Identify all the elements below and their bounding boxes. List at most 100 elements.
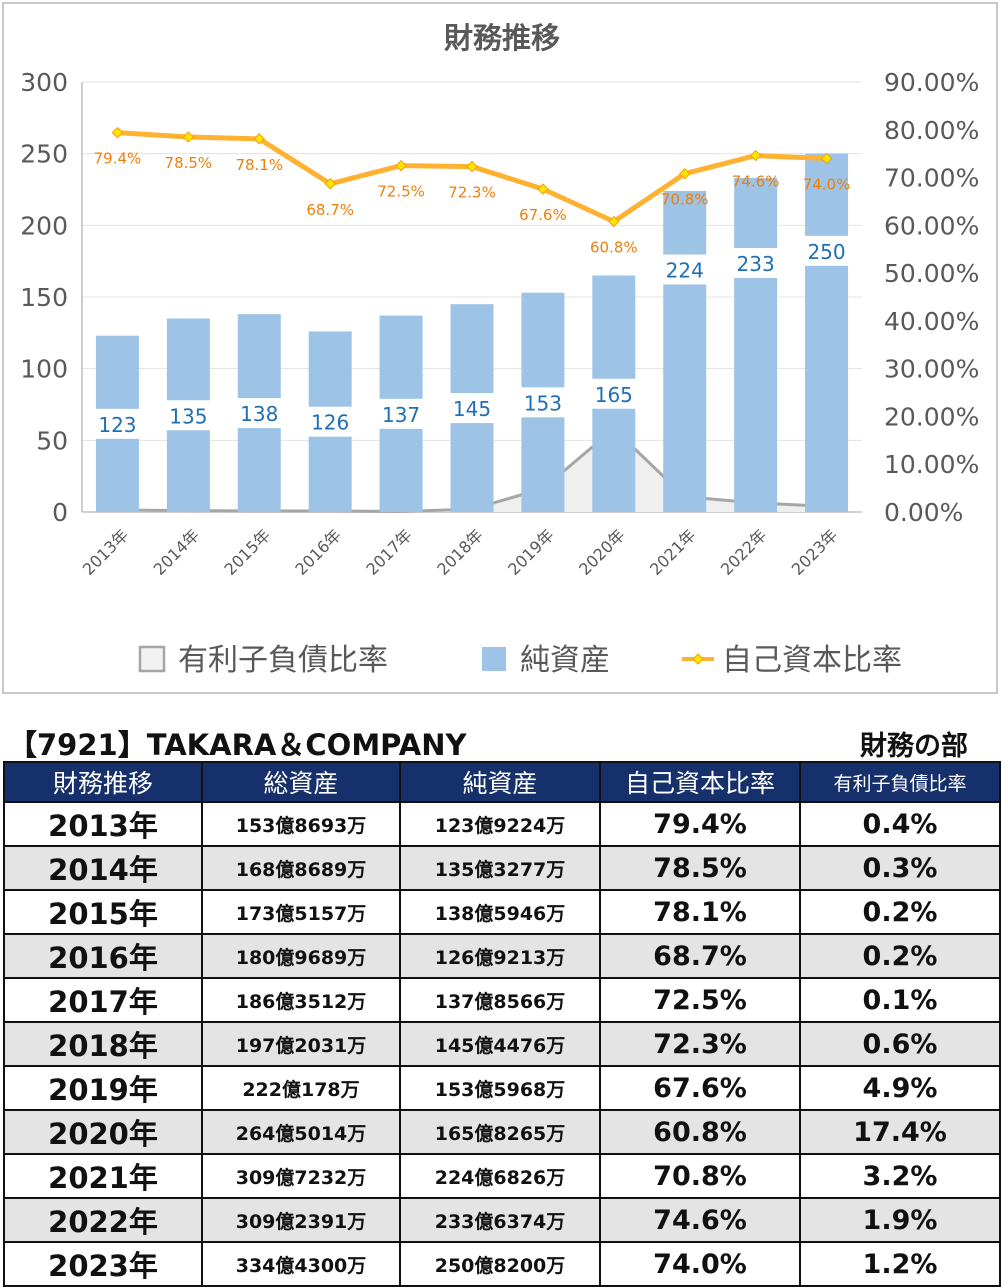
y-right-tick-label: 10.00% bbox=[884, 450, 979, 479]
net-assets-bar bbox=[734, 178, 778, 513]
bar-value-label: 135 bbox=[169, 404, 207, 428]
cell-net-assets: 165億8265万 bbox=[399, 1109, 601, 1155]
equity-ratio-point bbox=[466, 160, 478, 173]
cell-equity-ratio: 74.0% bbox=[599, 1241, 801, 1287]
bar-value-label: 145 bbox=[453, 397, 491, 421]
cell-net-assets: 145億4476万 bbox=[399, 1021, 601, 1067]
cell-year: 2021年 bbox=[3, 1153, 203, 1199]
bar-label-background bbox=[804, 235, 849, 266]
cell-total-assets: 264億5014万 bbox=[201, 1109, 401, 1155]
cell-equity-ratio: 72.3% bbox=[599, 1021, 801, 1067]
equity-ratio-line bbox=[117, 130, 827, 225]
cell-debt-ratio: 0.3% bbox=[799, 845, 1001, 891]
cell-total-assets: 197億2031万 bbox=[201, 1021, 401, 1067]
legend-label-net-assets: 純資産 bbox=[520, 643, 610, 678]
table-row: 2020年 264億5014万 165億8265万 60.8% 17.4% bbox=[3, 1109, 1001, 1155]
combo-chart: 財務推移 0 50 100 150 200 250 300 0.00% 10.00% 20.00% 3… bbox=[20, 21, 979, 678]
table-row: 2021年 309億7232万 224億6826万 70.8% 3.2% bbox=[3, 1153, 1001, 1199]
cell-debt-ratio: 0.4% bbox=[799, 801, 1001, 847]
bar-value-label: 233 bbox=[737, 252, 775, 276]
cell-equity-ratio: 70.8% bbox=[599, 1153, 801, 1199]
equity-ratio-point bbox=[324, 178, 336, 190]
x-tick-label: 2019年 bbox=[504, 525, 558, 579]
cell-year: 2023年 bbox=[3, 1241, 203, 1287]
bar-label-background bbox=[166, 400, 211, 431]
bar-label-background bbox=[95, 408, 140, 439]
cell-equity-ratio: 79.4% bbox=[599, 801, 801, 847]
legend-label-equity-ratio: 自己資本比率 bbox=[722, 643, 902, 678]
table-row: 2017年 186億3512万 137億8566万 72.5% 0.1% bbox=[3, 977, 1001, 1023]
cell-equity-ratio: 60.8% bbox=[599, 1109, 801, 1155]
equity-ratio-point bbox=[395, 159, 407, 172]
cell-equity-ratio: 72.5% bbox=[599, 977, 801, 1023]
equity-ratio-point bbox=[608, 215, 620, 228]
cell-total-assets: 180億9689万 bbox=[201, 933, 401, 979]
table-row: 2016年 180億9689万 126億9213万 68.7% 0.2% bbox=[3, 933, 1001, 979]
net-assets-bar bbox=[805, 153, 849, 512]
line-value-label: 72.3% bbox=[448, 184, 496, 202]
legend-label-debt-ratio: 有利子負債比率 bbox=[178, 643, 388, 678]
section-label: 財務の部 bbox=[860, 731, 968, 762]
cell-net-assets: 233億6374万 bbox=[399, 1197, 601, 1243]
bar-label-background bbox=[520, 387, 565, 418]
cell-net-assets: 137億8566万 bbox=[399, 977, 601, 1023]
header-period: 財務推移 bbox=[3, 761, 203, 803]
equity-ratio-point bbox=[111, 126, 124, 139]
table-row: 2023年 334億4300万 250億8200万 74.0% 1.2% bbox=[3, 1241, 1001, 1287]
cell-year: 2018年 bbox=[3, 1021, 203, 1067]
y-right-tick-label: 80.00% bbox=[884, 116, 979, 145]
bar-value-label: 138 bbox=[240, 402, 278, 426]
cell-net-assets: 123億9224万 bbox=[399, 801, 601, 847]
x-tick-label: 2023年 bbox=[788, 525, 842, 579]
net-assets-bar bbox=[663, 190, 707, 512]
header-net-assets: 純資産 bbox=[399, 761, 601, 803]
x-tick-label: 2020年 bbox=[575, 525, 629, 579]
cell-equity-ratio: 78.1% bbox=[599, 889, 801, 935]
cell-total-assets: 334億4300万 bbox=[201, 1241, 401, 1287]
cell-equity-ratio: 78.5% bbox=[599, 845, 801, 891]
header-equity-ratio: 自己資本比率 bbox=[599, 761, 801, 803]
cell-total-assets: 173億5157万 bbox=[201, 889, 401, 935]
legend-swatch-debt-ratio bbox=[138, 645, 166, 673]
cell-debt-ratio: 0.6% bbox=[799, 1021, 1001, 1067]
line-value-label: 67.6% bbox=[519, 206, 567, 224]
bar-label-background bbox=[379, 398, 424, 429]
bar-label-background bbox=[733, 248, 778, 279]
chart-panel: 財務推移 0 50 100 150 200 250 300 0.00% 10.00% 20.00% 3… bbox=[2, 2, 998, 694]
x-tick-label: 2018年 bbox=[433, 525, 487, 579]
x-tick-label: 2021年 bbox=[646, 525, 700, 579]
y-right-tick-label: 30.00% bbox=[884, 355, 979, 384]
y-left-tick-label: 0 bbox=[52, 498, 68, 527]
bar-value-label: 224 bbox=[666, 258, 704, 282]
equity-ratio-point bbox=[820, 152, 833, 165]
header-debt-ratio: 有利子負債比率 bbox=[799, 761, 1001, 803]
y-left-tick-label: 300 bbox=[20, 68, 68, 97]
x-tick-label: 2016年 bbox=[291, 525, 345, 579]
equity-ratio-point bbox=[182, 131, 195, 143]
cell-equity-ratio: 74.6% bbox=[599, 1197, 801, 1243]
line-value-label: 68.7% bbox=[306, 201, 354, 219]
cell-net-assets: 153億5968万 bbox=[399, 1065, 601, 1111]
cell-year: 2016年 bbox=[3, 933, 203, 979]
cell-debt-ratio: 3.2% bbox=[799, 1153, 1001, 1199]
line-value-label: 72.5% bbox=[377, 183, 425, 201]
x-tick-label: 2015年 bbox=[221, 525, 275, 579]
y-left-tick-label: 50 bbox=[36, 426, 68, 455]
line-value-label: 74.0% bbox=[803, 175, 851, 193]
line-value-label: 78.5% bbox=[165, 154, 213, 172]
cell-debt-ratio: 17.4% bbox=[799, 1109, 1001, 1155]
cell-total-assets: 222億178万 bbox=[201, 1065, 401, 1111]
cell-equity-ratio: 67.6% bbox=[599, 1065, 801, 1111]
equity-ratio-point bbox=[749, 149, 762, 162]
line-value-label: 78.1% bbox=[235, 156, 283, 174]
line-value-label: 74.6% bbox=[732, 173, 780, 191]
y-left-tick-label: 100 bbox=[20, 355, 68, 384]
legend-marker-equity-ratio bbox=[692, 653, 704, 665]
bar-value-label: 126 bbox=[311, 411, 349, 435]
debt-ratio-area bbox=[117, 428, 827, 512]
bar-label-background bbox=[237, 398, 282, 429]
cell-year: 2019年 bbox=[3, 1065, 203, 1111]
company-title: 【7921】TAKARA＆COMPANY bbox=[8, 728, 467, 762]
cell-net-assets: 126億9213万 bbox=[399, 933, 601, 979]
cell-net-assets: 250億8200万 bbox=[399, 1241, 601, 1287]
